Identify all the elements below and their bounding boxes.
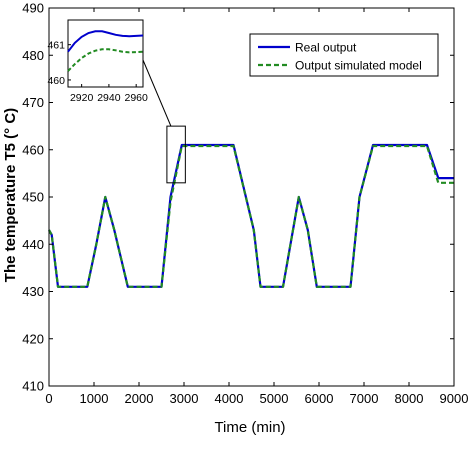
zoom-box	[166, 125, 186, 184]
legend: Real output Output simulated model	[249, 33, 439, 77]
x-tick-label: 1000	[80, 391, 109, 406]
y-tick-label: 490	[22, 1, 44, 16]
x-tick-label: 9000	[440, 391, 469, 406]
inset-series-line-real-output	[67, 30, 144, 53]
plot-area	[48, 143, 454, 288]
y-axis-label: The temperature T5 (° C)	[2, 108, 19, 282]
inset-y-tick-label: 461	[47, 40, 65, 52]
x-axis-label: Time (min)	[214, 419, 285, 436]
x-tick-label: 7000	[350, 391, 379, 406]
x-tick-label: 2000	[125, 391, 154, 406]
x-tick-label: 5000	[260, 391, 289, 406]
inset-x-tick-label: 2940	[97, 92, 121, 104]
y-tick-label: 410	[22, 379, 44, 394]
y-tick-label: 450	[22, 190, 44, 205]
x-tick-label: 4000	[215, 391, 244, 406]
inset-y-tick-label: 460	[47, 75, 65, 87]
x-tick-label: 8000	[395, 391, 424, 406]
x-tick-label: 3000	[170, 391, 199, 406]
y-tick-label: 470	[22, 95, 44, 110]
y-tick-label: 420	[22, 331, 44, 346]
axes: 0 1000 2000 3000 4000 5000 6000 7000 8000 9000 410…	[22, 1, 468, 407]
legend-label-simulated-model: Output simulated model	[295, 59, 422, 73]
series-line-simulated-model	[48, 144, 454, 288]
y-tick-label: 480	[22, 48, 44, 63]
inset-frame	[67, 19, 144, 88]
inset-plot: 2920 2940 2960 460 461	[47, 19, 149, 104]
y-tick-label: 460	[22, 142, 44, 157]
x-tick-label: 6000	[305, 391, 334, 406]
legend-box	[249, 33, 439, 77]
inset-x-tick-label: 2920	[70, 92, 94, 104]
y-tick-label: 440	[22, 237, 44, 252]
y-tick-label: 430	[22, 284, 44, 299]
inset-x-tick-label: 2960	[125, 92, 149, 104]
legend-label-real-output: Real output	[295, 41, 357, 55]
x-tick-label: 0	[45, 391, 52, 406]
zoom-connector-line	[142, 59, 172, 127]
